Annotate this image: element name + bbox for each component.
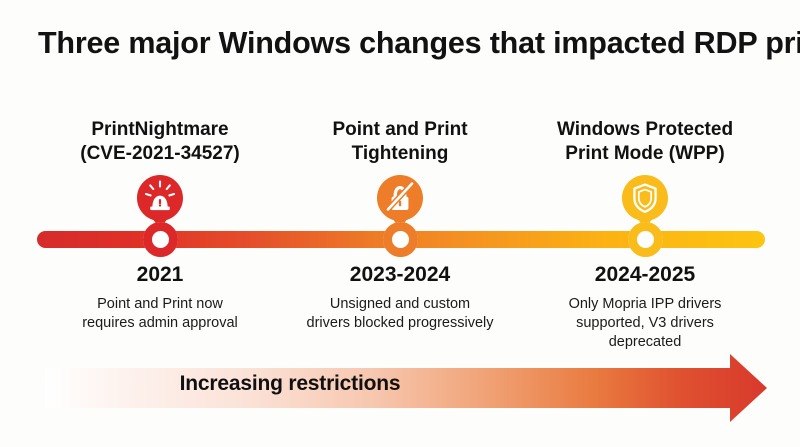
milestone-2-marker-ring[interactable] [382,222,418,257]
milestone-2-description-line2: drivers blocked progressively [306,315,494,331]
page-title: Three major Windows changes that impacte… [38,26,800,60]
shield-icon [622,175,668,229]
milestone-2-heading-line1: Point and Print [332,119,468,140]
milestone-2-pin[interactable] [377,175,423,229]
milestone-1-heading: PrintNightmare (CVE-2021-34527) [35,118,285,166]
timeline-milestone-1: PrintNightmare (CVE-2021-34527) 202 [35,0,285,447]
milestone-3-heading-line1: Windows Protected [556,119,734,140]
milestone-3-description-line1: Only Mopria IPP drivers [568,296,722,312]
milestone-1-year: 2021 [136,263,184,286]
timeline-milestone-3: Windows Protected Print Mode (WPP) 2024-… [520,0,770,447]
timeline-milestone-2: Point and Print Tightening 2023-2024 Uns… [275,0,525,447]
milestone-3-year: 2024-2025 [594,263,696,286]
milestone-1-description: Point and Print now requires admin appro… [35,295,285,333]
alarm-siren-icon [137,175,183,229]
milestone-3-heading: Windows Protected Print Mode (WPP) [520,118,770,166]
milestone-3-pin[interactable] [622,175,668,229]
milestone-2-heading-line2: Tightening [351,143,449,164]
milestone-2-description-line1: Unsigned and custom [329,296,471,312]
increasing-restrictions-arrow [45,354,767,422]
milestone-3-description: Only Mopria IPP drivers supported, V3 dr… [520,295,770,352]
milestone-1-description-line1: Point and Print now [97,296,223,312]
milestone-1-heading-line2: (CVE-2021-34527) [80,143,240,164]
milestone-3-marker-ring[interactable] [627,222,663,257]
milestone-2-description: Unsigned and custom drivers blocked prog… [275,295,525,333]
lock-blocked-icon [377,175,423,229]
milestone-3-description-line2: supported, V3 drivers [576,315,714,331]
milestone-2-year: 2023-2024 [349,263,451,286]
milestone-1-pin[interactable] [137,175,183,229]
milestone-1-heading-line1: PrintNightmare [91,119,229,140]
milestone-2-heading: Point and Print Tightening [275,118,525,166]
arrow-label: Increasing restrictions [179,372,401,395]
milestone-3-description-line3: deprecated [608,334,682,350]
milestone-1-marker-ring[interactable] [142,222,178,257]
milestone-1-description-line2: requires admin approval [82,315,238,331]
milestone-3-heading-line2: Print Mode (WPP) [565,143,725,164]
